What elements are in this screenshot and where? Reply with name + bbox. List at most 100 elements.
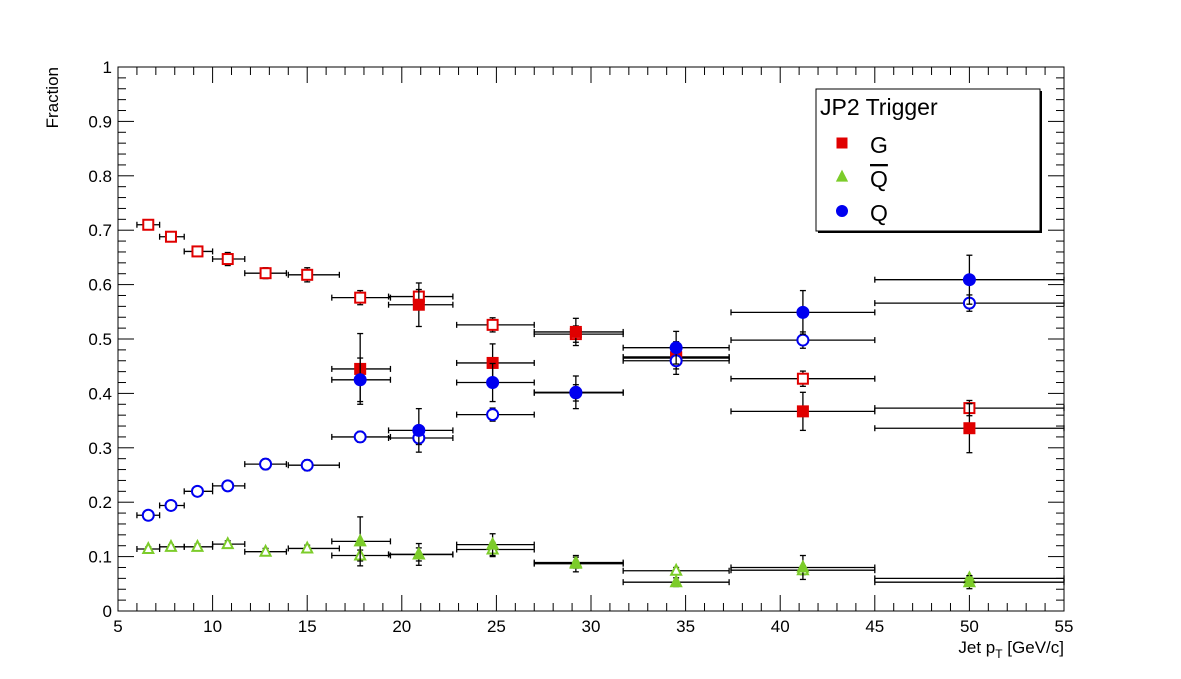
x-tick-label: 15 bbox=[298, 617, 317, 636]
data-point bbox=[730, 391, 876, 432]
data-point bbox=[331, 430, 392, 444]
x-tick-label: 30 bbox=[582, 617, 601, 636]
data-point bbox=[730, 554, 876, 581]
x-tick-label: 25 bbox=[487, 617, 506, 636]
x-tick-label: 10 bbox=[203, 617, 222, 636]
open-circle-marker bbox=[164, 498, 178, 512]
data-point bbox=[387, 542, 454, 566]
plot-marks bbox=[136, 218, 1065, 590]
open-circle-marker bbox=[141, 508, 155, 522]
open-square-marker bbox=[164, 230, 177, 243]
data-point bbox=[730, 289, 876, 335]
data-series-square-filled bbox=[331, 282, 1065, 454]
y-tick-label: 0.1 bbox=[88, 548, 112, 567]
x-axis-title: Jet pT [GeV/c] bbox=[958, 638, 1064, 661]
open-square-marker bbox=[301, 268, 314, 281]
open-circle-marker bbox=[259, 457, 273, 471]
open-square-marker bbox=[486, 318, 499, 331]
legend-entry: G bbox=[836, 132, 888, 158]
data-point bbox=[136, 508, 161, 522]
filled-triangle-marker bbox=[485, 536, 500, 550]
filled-triangle-marker bbox=[796, 559, 810, 573]
data-point bbox=[244, 457, 288, 471]
data-point bbox=[136, 218, 161, 231]
legend-label: G bbox=[870, 132, 888, 158]
data-point bbox=[331, 547, 392, 562]
data-series-circle-open bbox=[136, 294, 1065, 522]
filled-circle-marker bbox=[669, 341, 683, 355]
filled-square-marker bbox=[963, 422, 976, 435]
data-point bbox=[387, 282, 454, 328]
data-point bbox=[387, 407, 454, 453]
data-point bbox=[874, 574, 1065, 590]
open-circle-marker bbox=[300, 458, 314, 472]
open-triangle-marker bbox=[221, 536, 235, 550]
y-tick-label: 0.2 bbox=[88, 493, 112, 512]
data-point bbox=[874, 403, 1065, 454]
filled-triangle-marker bbox=[962, 574, 977, 588]
data-point bbox=[287, 458, 341, 472]
data-series-triangle-filled bbox=[331, 516, 1065, 590]
data-point bbox=[287, 540, 341, 554]
open-triangle-marker bbox=[141, 541, 155, 555]
x-tick-label: 20 bbox=[392, 617, 411, 636]
open-circle-marker bbox=[221, 479, 235, 493]
x-axis-title-main: Jet p bbox=[958, 638, 995, 657]
open-square-marker bbox=[796, 372, 809, 385]
data-point bbox=[158, 538, 185, 552]
y-axis-title: Fraction bbox=[43, 67, 62, 128]
filled-circle-marker bbox=[353, 373, 367, 387]
filled-triangle-marker bbox=[835, 169, 849, 182]
filled-triangle-marker bbox=[412, 546, 426, 560]
data-point bbox=[456, 362, 535, 403]
data-point bbox=[730, 331, 876, 349]
data-series-square-open bbox=[136, 218, 1065, 417]
open-circle-marker bbox=[486, 408, 500, 422]
data-point bbox=[730, 370, 876, 387]
filled-square-marker bbox=[569, 325, 582, 338]
open-triangle-marker bbox=[190, 538, 205, 552]
filled-circle-marker bbox=[569, 385, 583, 399]
data-point bbox=[622, 562, 730, 576]
data-point bbox=[183, 245, 214, 258]
open-square-marker bbox=[354, 291, 367, 304]
x-tick-label: 5 bbox=[113, 617, 122, 636]
filled-circle-marker bbox=[486, 376, 500, 390]
open-triangle-marker bbox=[300, 540, 314, 554]
y-tick-label: 0.4 bbox=[88, 384, 112, 403]
y-tick-label: 0.9 bbox=[88, 112, 112, 131]
filled-circle-marker bbox=[412, 423, 426, 437]
data-point bbox=[136, 541, 161, 555]
data-point bbox=[158, 230, 185, 243]
filled-square-marker bbox=[412, 298, 425, 311]
data-point bbox=[533, 375, 624, 410]
data-point bbox=[211, 251, 246, 267]
y-tick-label: 0.7 bbox=[88, 221, 112, 240]
y-tick-label: 0.5 bbox=[88, 330, 112, 349]
y-tick-label: 0.6 bbox=[88, 276, 112, 295]
x-axis-title-unit: [GeV/c] bbox=[1003, 638, 1064, 657]
legend-box bbox=[815, 88, 1041, 232]
open-triangle-marker bbox=[669, 562, 683, 576]
y-tick-label: 0.8 bbox=[88, 167, 112, 186]
data-point bbox=[874, 254, 1065, 305]
data-point bbox=[331, 332, 392, 405]
data-series-triangle-open bbox=[136, 536, 1065, 584]
data-point bbox=[622, 330, 730, 365]
x-tick-label: 40 bbox=[771, 617, 790, 636]
open-circle-marker bbox=[353, 430, 367, 444]
legend-entry: Q bbox=[835, 166, 888, 192]
data-point bbox=[158, 498, 185, 512]
open-square-marker bbox=[191, 245, 204, 258]
y-tick-label: 0 bbox=[103, 602, 112, 621]
open-circle-marker bbox=[796, 333, 810, 347]
data-point bbox=[456, 533, 535, 557]
data-point bbox=[211, 479, 246, 493]
data-point bbox=[331, 289, 392, 306]
filled-triangle-marker bbox=[569, 555, 583, 569]
x-tick-label: 35 bbox=[676, 617, 695, 636]
open-triangle-marker bbox=[164, 538, 178, 552]
data-point bbox=[331, 357, 392, 403]
data-point bbox=[622, 574, 730, 588]
data-point bbox=[331, 516, 392, 567]
